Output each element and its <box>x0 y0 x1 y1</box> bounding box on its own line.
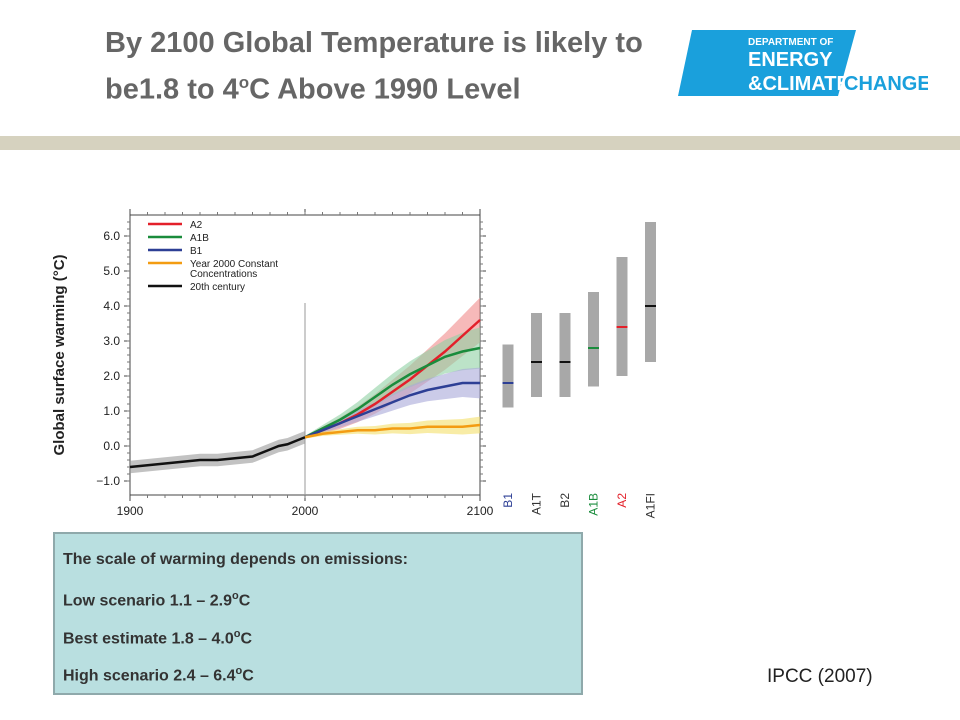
series-line-b1 <box>304 381 480 439</box>
logo-blue-shape <box>678 30 856 96</box>
best-unit: C <box>240 630 253 648</box>
range-label-b2: B2 <box>558 493 572 508</box>
info-best-estimate: Best estimate 1.8 – 4.0oC <box>63 628 252 648</box>
department-logo: DEPARTMENT OF ENERGY &CLIMATE CHANGE <box>678 30 928 96</box>
title-text-1: By 2100 Global Temperature is likely to … <box>105 27 643 106</box>
y-tick-label: 1.0 <box>103 404 120 418</box>
y-tick-label: −1.0 <box>96 474 120 488</box>
range-bar-a1t <box>531 313 542 397</box>
y-tick-label: 5.0 <box>103 264 120 278</box>
legend-entry: 20th century <box>190 282 245 293</box>
range-label-a2: A2 <box>615 493 629 508</box>
low-degree: o <box>231 590 239 602</box>
best-estimate-text: Best estimate 1.8 – 4.0 <box>63 630 234 648</box>
range-bar-a2 <box>616 257 628 376</box>
range-bar-a1fi <box>645 222 656 362</box>
legend-entry: A1B <box>190 233 209 244</box>
range-bar-a1b <box>588 292 599 387</box>
y-tick-label: 3.0 <box>103 334 120 348</box>
y-tick-label: 4.0 <box>103 299 120 313</box>
series-line-20th-century <box>129 436 306 469</box>
title-text-2: C Above 1990 Level <box>249 73 521 106</box>
source-citation: IPCC (2007) <box>767 666 873 687</box>
range-label-b1: B1 <box>501 493 515 508</box>
range-bar-b1 <box>502 344 514 408</box>
band-a1b <box>305 327 480 439</box>
legend-entry: B1 <box>190 246 203 257</box>
x-tick-label: 2100 <box>467 504 494 518</box>
range-label-a1t: A1T <box>530 492 544 515</box>
high-scenario-text: High scenario 2.4 – 6.4 <box>63 667 236 685</box>
range-label-a1b: A1B <box>587 493 601 516</box>
header-divider-band <box>0 136 960 150</box>
legend-entry: A2 <box>190 220 203 231</box>
best-degree: o <box>233 628 241 640</box>
legend-entry: Year 2000 Constant <box>190 259 278 270</box>
warming-chart: 6.0 5.0 4.0 3.0 2.0 1.0 0.0 −1.0 1900 2000 2100 A2… <box>51 209 658 518</box>
y-axis-label: Global surface warming (°C) <box>51 254 68 455</box>
info-heading: The scale of warming depends on emission… <box>63 551 408 568</box>
emissions-info-box: The scale of warming depends on emission… <box>53 532 583 695</box>
y-tick-label: 6.0 <box>103 229 120 243</box>
high-unit: C <box>242 667 254 685</box>
x-tick-label: 1900 <box>117 504 144 518</box>
legend-entry: Concentrations <box>190 269 257 280</box>
low-scenario-text: Low scenario 1.1 – 2.9 <box>63 592 232 610</box>
logo-line2: ENERGY <box>748 49 833 71</box>
logo-line1: DEPARTMENT OF <box>748 37 833 48</box>
slide-title: By 2100 Global Temperature is likely to … <box>105 24 645 110</box>
low-unit: C <box>238 592 251 610</box>
y-tick-label: 0.0 <box>103 439 120 453</box>
series-line-year-2000-constant-concentrations <box>304 423 481 439</box>
series-line-a1b <box>304 346 481 439</box>
info-high-scenario: High scenario 2.4 – 6.4oC <box>63 665 254 685</box>
high-degree: o <box>235 665 243 677</box>
x-tick-label: 2000 <box>292 504 319 518</box>
logo-line3: &CLIMATE <box>748 73 850 95</box>
y-tick-label: 2.0 <box>103 369 120 383</box>
title-degree-sup: o <box>238 73 250 92</box>
logo-line4: CHANGE <box>844 73 928 95</box>
info-low-scenario: Low scenario 1.1 – 2.9oC <box>63 590 250 610</box>
range-label-a1fi: A1FI <box>644 493 658 518</box>
range-bar-b2 <box>559 313 571 397</box>
